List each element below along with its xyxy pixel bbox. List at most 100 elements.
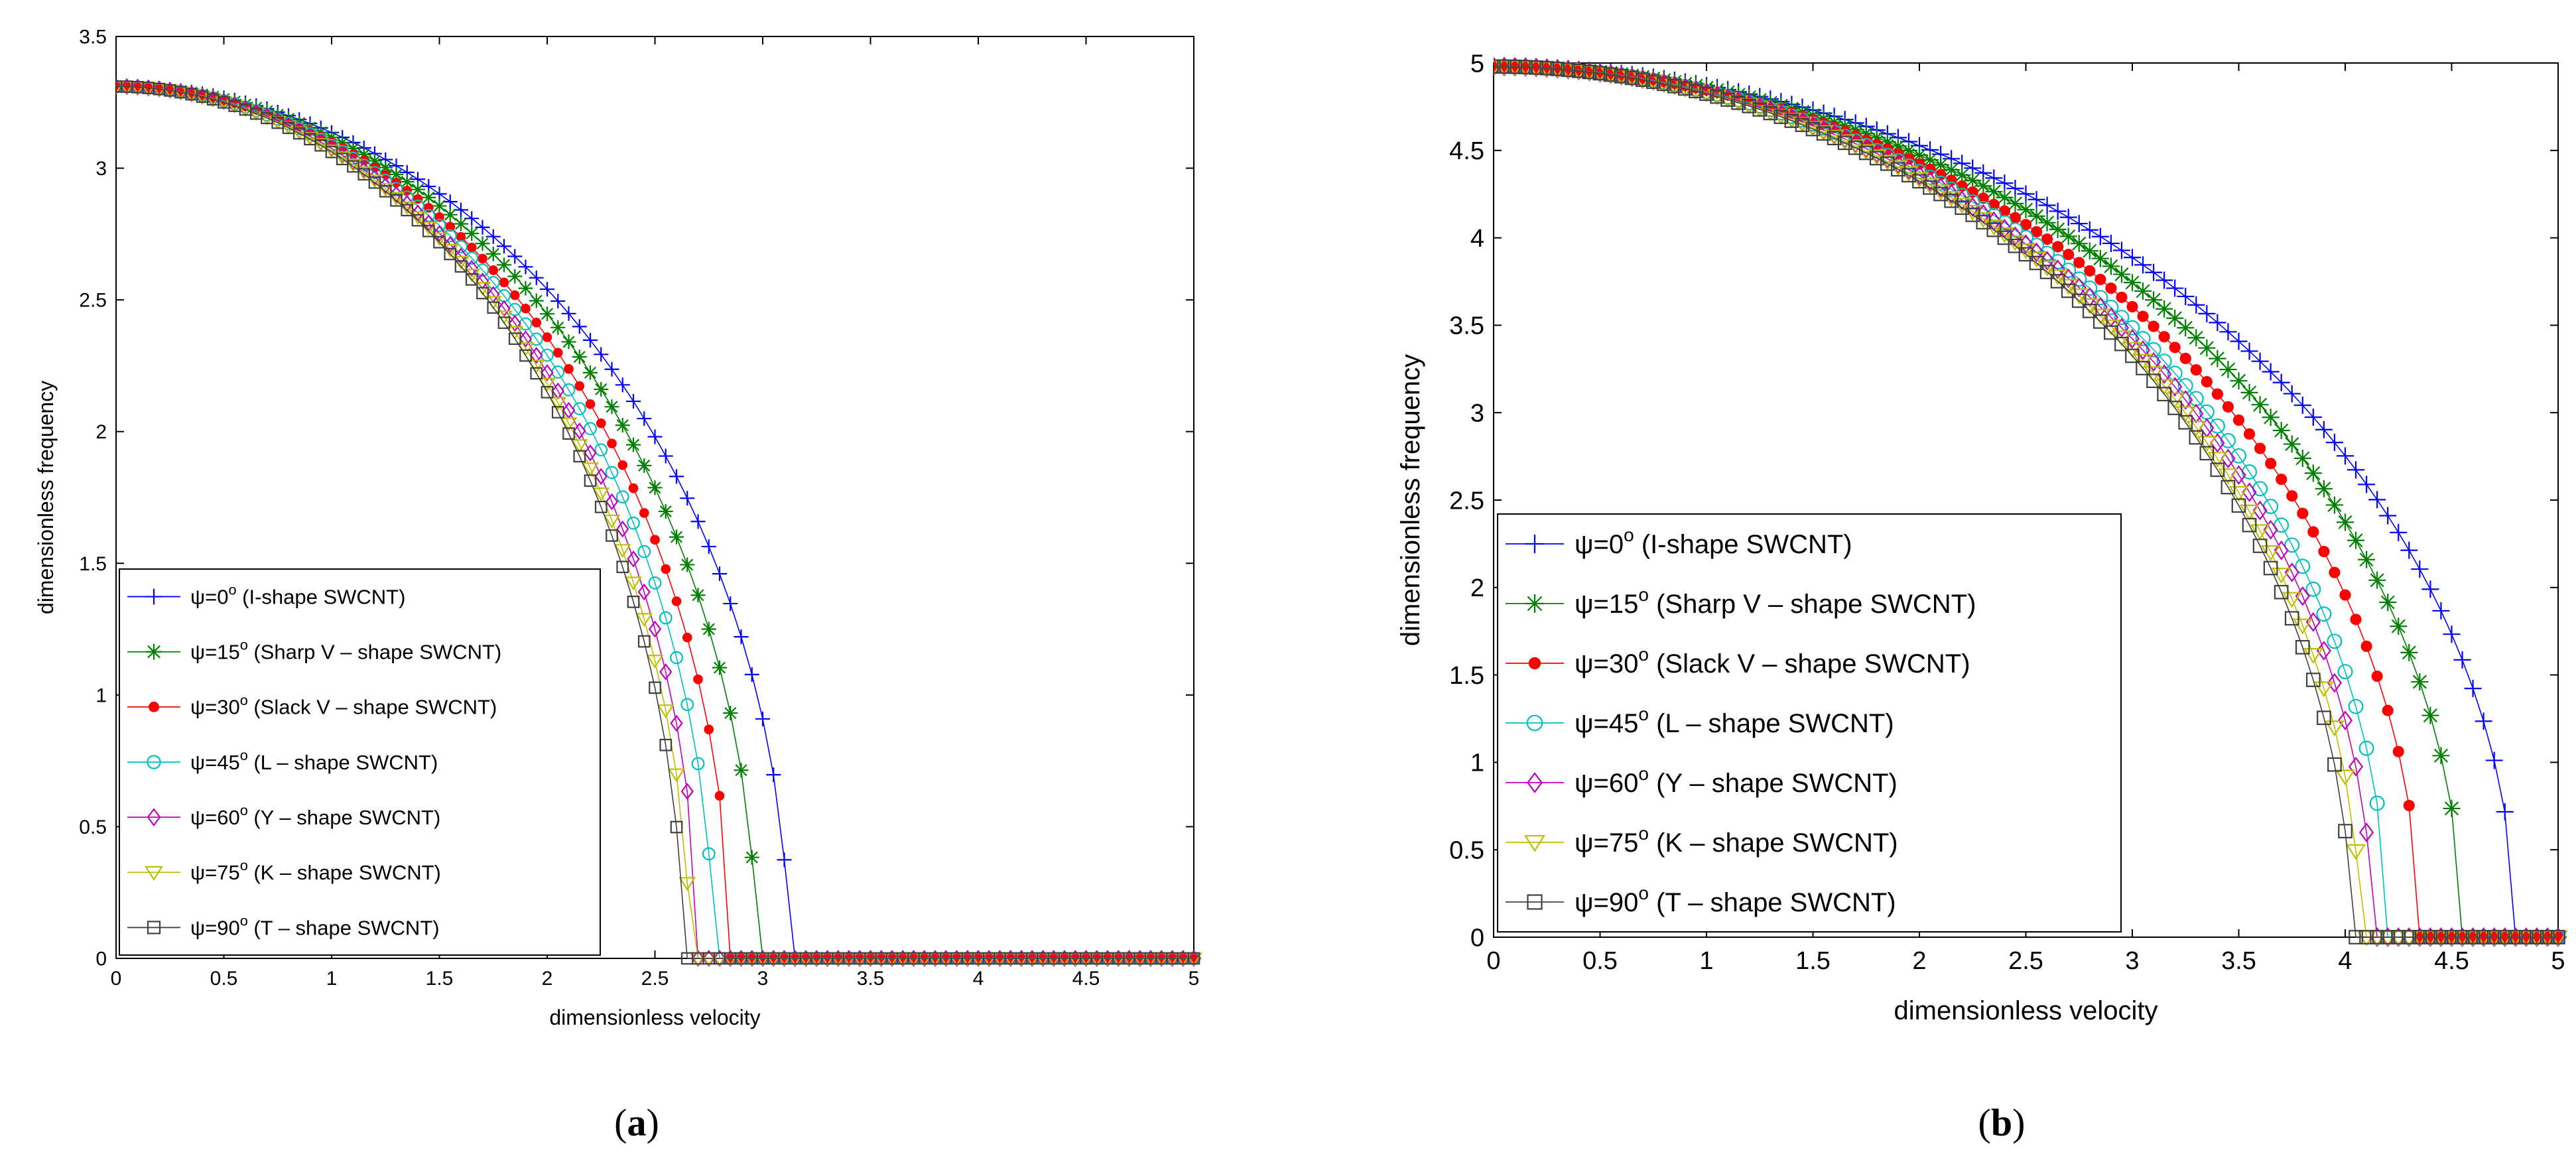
- series-marker: [2112, 241, 2130, 259]
- legend-entry-description: (K – shape SWCNT): [248, 861, 441, 884]
- series-marker: [2265, 458, 2277, 470]
- series-marker: [485, 246, 501, 261]
- series-marker: [1720, 92, 1735, 107]
- x-tick-label: 0.5: [1582, 947, 1618, 975]
- series-marker: [647, 480, 663, 495]
- legend-entry-description: (L – shape SWCNT): [248, 751, 438, 774]
- series-marker: [1869, 151, 1884, 166]
- series-marker: [627, 596, 640, 608]
- series-marker: [2508, 930, 2523, 944]
- legend-entry-description: (Slack V – shape SWCNT): [1649, 649, 1970, 679]
- series-marker: [625, 576, 642, 591]
- series-marker: [1985, 182, 2003, 200]
- series-marker: [2304, 464, 2322, 482]
- series-marker: [2029, 255, 2044, 271]
- series-marker: [2346, 844, 2366, 860]
- series-marker: [401, 204, 414, 217]
- series-marker: [680, 698, 694, 712]
- series-marker: [647, 429, 663, 444]
- series-6: [1494, 59, 2565, 944]
- series-marker: [304, 133, 316, 146]
- series-marker: [560, 417, 578, 432]
- series-marker: [659, 738, 673, 751]
- legend-entry: ψ=60o (Y – shape SWCNT): [1575, 763, 1898, 798]
- y-tick-label: 0: [1470, 924, 1484, 952]
- series-marker: [527, 359, 545, 373]
- series-marker: [2137, 310, 2149, 322]
- legend-marker: [1524, 835, 1545, 852]
- series-marker: [325, 145, 338, 159]
- series-marker: [2145, 291, 2163, 309]
- series-marker: [1494, 59, 1501, 74]
- series-marker: [2187, 296, 2205, 314]
- series-marker: [2423, 930, 2438, 944]
- series-marker: [1921, 151, 1939, 169]
- y-tick-label: 5: [1470, 50, 1484, 78]
- series-marker: [2105, 282, 2117, 294]
- series-marker: [2304, 409, 2322, 426]
- y-tick-label: 2: [1470, 574, 1484, 602]
- series-marker: [704, 724, 714, 735]
- series-marker: [2158, 331, 2170, 343]
- series-marker: [1689, 84, 1703, 99]
- series-marker: [2094, 273, 2106, 285]
- series-marker: [2316, 641, 2332, 661]
- series-marker: [562, 427, 575, 440]
- series-marker: [680, 491, 695, 506]
- series-marker: [1974, 177, 1992, 195]
- series-marker: [2370, 930, 2384, 944]
- series-marker: [2411, 560, 2429, 578]
- series-marker: [347, 160, 359, 173]
- series-marker: [2327, 757, 2342, 772]
- x-tick-label: 4.5: [1072, 968, 1100, 990]
- series-marker: [2444, 930, 2459, 944]
- series-marker: [671, 596, 682, 606]
- series-marker: [1699, 86, 1714, 101]
- series-marker: [2251, 396, 2269, 414]
- series-marker: [690, 588, 706, 603]
- series-marker: [2112, 265, 2130, 283]
- series-marker: [2411, 673, 2429, 691]
- series-marker: [2219, 361, 2237, 379]
- series-marker: [518, 281, 533, 296]
- series-marker: [1858, 145, 1874, 161]
- series-marker: [529, 293, 544, 308]
- series-marker: [2329, 566, 2341, 578]
- panel-caption-letter: a: [627, 1101, 647, 1144]
- series-marker: [1187, 952, 1200, 965]
- series-marker: [2124, 249, 2141, 267]
- series-marker: [2166, 279, 2184, 297]
- series-marker: [2006, 194, 2024, 212]
- series-marker: [464, 226, 480, 241]
- series-marker: [682, 632, 692, 643]
- series-marker: [2178, 415, 2193, 430]
- series-marker: [701, 621, 716, 637]
- series-marker: [550, 294, 566, 309]
- series-marker: [2243, 428, 2256, 440]
- legend-entry-angle: ψ=30: [190, 696, 240, 719]
- series-marker: [2313, 681, 2334, 698]
- series-marker: [2148, 320, 2159, 332]
- legend-entry: ψ=15o (Sharp V – shape SWCNT): [190, 637, 501, 664]
- series-marker: [475, 220, 490, 235]
- series-marker: [2052, 241, 2064, 253]
- legend-entry-description: (I-shape SWCNT): [1634, 530, 1852, 559]
- series-marker: [2316, 606, 2332, 622]
- series-marker: [1508, 59, 1522, 74]
- series-marker: [1678, 81, 1693, 96]
- series-marker: [2104, 325, 2118, 340]
- x-tick-label: 0: [1486, 947, 1500, 975]
- series-marker: [454, 202, 468, 218]
- y-axis-label: dimensionless frequency: [34, 381, 58, 614]
- series-marker: [1571, 63, 1586, 78]
- legend-entry-angle: ψ=15: [190, 641, 240, 664]
- series-marker: [465, 273, 478, 286]
- series-marker: [389, 186, 403, 203]
- series-marker: [464, 211, 480, 226]
- series-marker: [2274, 584, 2289, 600]
- series-marker: [606, 529, 618, 542]
- series-marker: [2166, 309, 2184, 327]
- series-marker: [2211, 388, 2223, 400]
- series-marker: [454, 216, 468, 231]
- series-marker: [2283, 435, 2301, 453]
